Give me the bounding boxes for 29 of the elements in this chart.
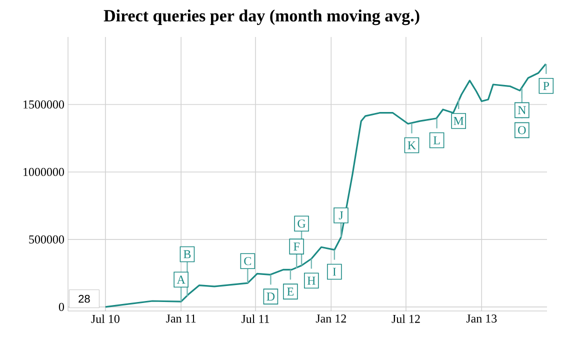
- annotation: G: [298, 220, 306, 228]
- y-tick-label: 1000000: [24, 168, 64, 176]
- line-series: [104, 63, 547, 308]
- annotation: 28: [78, 294, 90, 303]
- y-tick-label: 1500000: [24, 100, 64, 109]
- chart-title: Direct queries per day (month moving avg.): [104, 10, 420, 26]
- annotation: F: [294, 242, 300, 250]
- annotation: J: [338, 211, 344, 220]
- annotation: L: [433, 136, 440, 144]
- x-tick-label: Jan 12: [316, 314, 346, 323]
- annotation: D: [266, 292, 275, 301]
- x-tick-label: Jan 13: [466, 314, 497, 323]
- annotation: O: [518, 126, 526, 134]
- annotation: K: [408, 141, 416, 150]
- annotation: E: [287, 288, 294, 296]
- annotation: M: [454, 117, 464, 125]
- x-tick-label: Jul 12: [392, 314, 420, 323]
- annotation: C: [244, 257, 252, 266]
- annotation: H: [307, 276, 316, 285]
- annotation: P: [543, 82, 550, 90]
- annotation: B: [184, 250, 191, 258]
- y-tick-label: 0: [58, 302, 64, 311]
- annotation: N: [518, 106, 526, 114]
- annotation: A: [176, 276, 186, 284]
- x-tick-label: Jul 11: [241, 314, 270, 323]
- annotation: I: [332, 268, 336, 276]
- x-tick-label: Jan 11: [166, 314, 196, 323]
- x-tick-label: Jul 10: [91, 314, 120, 323]
- y-tick-label: 500000: [29, 235, 64, 244]
